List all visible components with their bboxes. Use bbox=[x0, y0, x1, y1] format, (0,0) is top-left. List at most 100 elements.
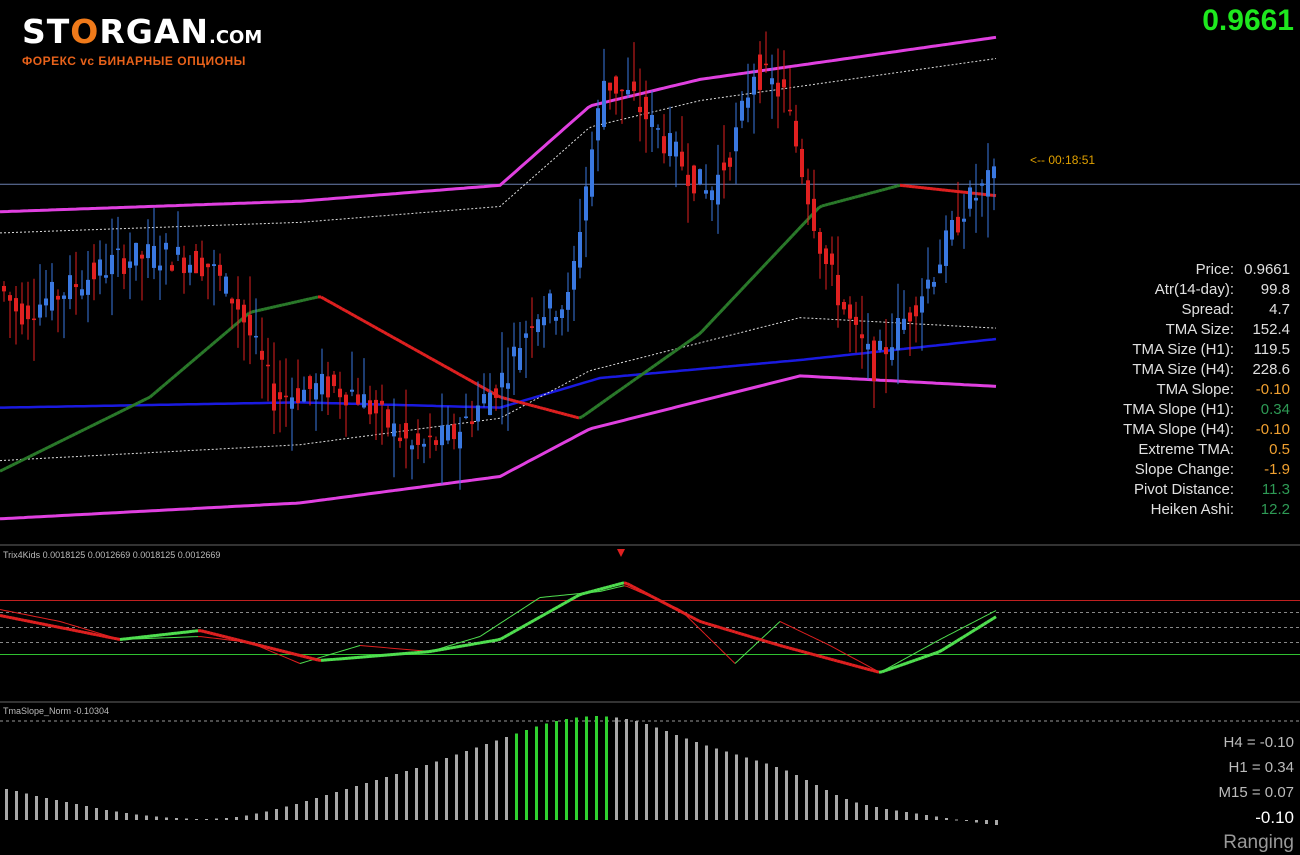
tma-slope-segment bbox=[336, 305, 339, 307]
trix-slow-segment bbox=[255, 644, 258, 645]
tma-slope-bar bbox=[85, 806, 88, 820]
trix-slow-segment bbox=[798, 650, 801, 651]
tma-slope-bar bbox=[975, 820, 978, 823]
tma-slope-segment bbox=[375, 327, 378, 329]
trix-slow-segment bbox=[231, 638, 234, 639]
trix-slow-segment bbox=[540, 615, 543, 617]
tma-slope-bar bbox=[525, 730, 528, 820]
trix-slow-segment bbox=[975, 628, 978, 630]
trix-slow-segment bbox=[711, 625, 714, 626]
stat-row: TMA Size (H4):228.6 bbox=[1060, 360, 1290, 380]
trix-slow-segment bbox=[771, 643, 774, 644]
trix-fast-segment bbox=[690, 619, 693, 622]
candle-body bbox=[932, 282, 936, 287]
tma-slope-segment bbox=[729, 300, 732, 303]
candle-body bbox=[878, 341, 882, 350]
trix-slow-segment bbox=[210, 633, 213, 634]
candle-body bbox=[140, 255, 144, 259]
tma-slope-bar bbox=[365, 783, 368, 820]
trix-slow-segment bbox=[939, 650, 942, 652]
tma-slope-segment bbox=[423, 354, 426, 356]
tma-slope-segment bbox=[159, 387, 162, 390]
trix-slow-segment bbox=[690, 616, 693, 618]
trix-slow-segment bbox=[612, 585, 615, 586]
stat-label: TMA Size: bbox=[1060, 320, 1234, 340]
trix-slow-segment bbox=[435, 650, 438, 651]
trix-fast-segment bbox=[705, 634, 708, 637]
candle-body bbox=[704, 190, 708, 194]
trix-slow-segment bbox=[243, 641, 246, 642]
trix-fast-segment bbox=[30, 616, 33, 617]
trix-slow-segment bbox=[36, 623, 39, 624]
trix-slow-segment bbox=[90, 634, 93, 635]
trix-slow-segment bbox=[882, 671, 885, 672]
trix-slow-segment bbox=[735, 632, 738, 633]
trix-slow-segment bbox=[543, 614, 546, 616]
stat-label: TMA Slope (H4): bbox=[1060, 420, 1234, 440]
trix-slow-segment bbox=[792, 649, 795, 650]
trix-fast-segment bbox=[57, 621, 60, 622]
tma-slope-segment bbox=[60, 440, 63, 441]
candle-body bbox=[416, 433, 420, 445]
trix-slow-segment bbox=[234, 639, 237, 640]
tma-slope-segment bbox=[708, 322, 711, 325]
trix-slow-segment bbox=[453, 647, 456, 648]
candle-body bbox=[812, 199, 816, 231]
trix-slow-segment bbox=[618, 584, 621, 585]
trix-slow-segment bbox=[558, 605, 561, 607]
tma-slope-segment bbox=[894, 186, 897, 187]
stat-row: TMA Slope (H1):0.34 bbox=[1060, 400, 1290, 420]
candle-body bbox=[386, 409, 390, 427]
trix-slow-segment bbox=[762, 640, 765, 641]
trix-slow-segment bbox=[117, 639, 120, 640]
trix-slow-segment bbox=[768, 642, 771, 643]
tma-slope-segment bbox=[624, 385, 627, 387]
tma-slope-bar bbox=[825, 790, 828, 820]
trix-slow-segment bbox=[591, 591, 594, 592]
candle-body bbox=[794, 121, 798, 147]
tma-slope-segment bbox=[474, 383, 477, 385]
trix-fast-segment bbox=[852, 657, 855, 659]
tma-slope-segment bbox=[834, 202, 837, 203]
stat-label: Spread: bbox=[1060, 300, 1234, 320]
trix-fast-segment bbox=[282, 656, 285, 657]
tma-slope-segment bbox=[414, 349, 417, 351]
tma-slope-segment bbox=[300, 300, 303, 301]
tma-slope-bar bbox=[135, 815, 138, 821]
trix-fast-segment bbox=[498, 623, 501, 625]
candle-body bbox=[608, 83, 612, 91]
tma-slope-segment bbox=[369, 324, 372, 326]
tma-slope-segment bbox=[804, 220, 807, 223]
candle-body bbox=[782, 79, 786, 87]
tma-slope-segment bbox=[135, 403, 138, 404]
tma-slope-segment bbox=[312, 298, 315, 299]
stat-label: Atr(14-day): bbox=[1060, 280, 1234, 300]
trix-fast-segment bbox=[951, 632, 954, 634]
tma-slope-segment bbox=[696, 334, 699, 336]
trix-slow-segment bbox=[588, 592, 591, 593]
candle-body bbox=[554, 317, 558, 321]
tma-slope-segment bbox=[291, 302, 294, 303]
trix-slow-segment bbox=[888, 669, 891, 670]
trix-slow-segment bbox=[291, 653, 294, 654]
candle-body bbox=[596, 108, 600, 140]
candle-body bbox=[452, 424, 456, 439]
trix-slow-segment bbox=[309, 658, 312, 659]
trix-fast-segment bbox=[765, 633, 768, 636]
trix-slow-segment bbox=[105, 637, 108, 638]
trix-slow-segment bbox=[303, 656, 306, 657]
trix-slow-segment bbox=[528, 622, 531, 624]
tma-slope-bar bbox=[435, 762, 438, 821]
candle-body bbox=[362, 394, 366, 407]
trix-fast-segment bbox=[843, 653, 846, 655]
tma-slope-segment bbox=[711, 319, 714, 322]
tma-slope-segment bbox=[276, 306, 279, 307]
trix-slow-segment bbox=[804, 652, 807, 653]
tma-slope-bar bbox=[165, 818, 168, 821]
trix-slow-segment bbox=[945, 647, 948, 649]
trix-slow-segment bbox=[813, 654, 816, 655]
tma-slope-segment bbox=[735, 293, 738, 296]
candle-body bbox=[824, 248, 828, 264]
tma-slope-bar bbox=[845, 799, 848, 820]
trix-fast-segment bbox=[93, 631, 96, 632]
